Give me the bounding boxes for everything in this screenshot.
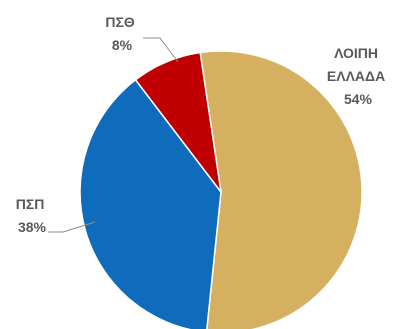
- slice-label-psp-name: ΠΣΠ: [16, 196, 45, 212]
- slice-label-loipi-ellada: ΛΟΙΠΗ ΕΛΛΑΔΑ 54%: [327, 45, 389, 107]
- slice-label-psp-percent: 38%: [18, 219, 47, 235]
- pie-slices: [79, 50, 363, 329]
- slice-label-loipi-line2: ΕΛΛΑΔΑ: [327, 68, 385, 84]
- slice-label-psth: ΠΣΘ 8%: [105, 14, 138, 53]
- slice-label-psth-percent: 8%: [112, 37, 133, 53]
- leader-line-psp: [48, 221, 96, 233]
- slice-label-loipi-percent: 54%: [344, 91, 373, 107]
- pie-slice-psp: [79, 78, 222, 329]
- pie-slice-loipi-ellada: [199, 50, 363, 329]
- slice-label-loipi-line1: ΛΟΙΠΗ: [334, 45, 378, 61]
- slice-label-psp: ΠΣΠ 38%: [16, 196, 49, 235]
- leader-line-psth: [143, 37, 179, 63]
- slice-label-psth-name: ΠΣΘ: [105, 14, 135, 30]
- pie-slice-psth: [134, 51, 222, 193]
